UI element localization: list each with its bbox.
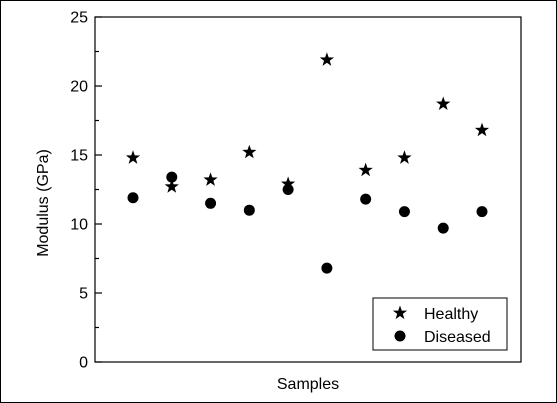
diseased-point bbox=[321, 262, 333, 274]
healthy-point bbox=[319, 52, 335, 66]
healthy-point bbox=[242, 144, 257, 159]
healthy-point bbox=[280, 176, 296, 191]
diseased-point bbox=[282, 184, 294, 195]
legend-box bbox=[372, 297, 508, 351]
diseased-legend-marker bbox=[394, 330, 406, 342]
y-axis: 0 5 10 15 20 25 bbox=[70, 10, 102, 372]
diseased-point bbox=[243, 204, 255, 216]
diseased-point bbox=[398, 206, 410, 218]
y-tick-label: 0 bbox=[79, 355, 88, 372]
diseased-point bbox=[127, 192, 139, 204]
diseased-point bbox=[360, 193, 372, 205]
diseased-point bbox=[205, 197, 217, 209]
healthy-point bbox=[164, 179, 179, 193]
y-axis-label: Modulus (GPa) bbox=[35, 149, 52, 257]
healthy-point bbox=[203, 172, 218, 186]
y-tick-label: 10 bbox=[70, 217, 88, 234]
data-points bbox=[125, 52, 490, 274]
legend: Healthy Diseased bbox=[372, 297, 508, 351]
diseased-legend-label: Diseased bbox=[424, 329, 491, 346]
healthy-point bbox=[358, 162, 373, 177]
diseased-point bbox=[437, 222, 449, 234]
healthy-point bbox=[125, 150, 141, 164]
healthy-point bbox=[474, 122, 490, 137]
healthy-point bbox=[397, 150, 412, 164]
diseased-point bbox=[166, 171, 178, 183]
x-axis-label: Samples bbox=[277, 376, 339, 393]
y-tick-label: 25 bbox=[70, 10, 88, 27]
healthy-legend-label: Healthy bbox=[424, 306, 478, 323]
y-tick-label: 5 bbox=[79, 286, 88, 303]
healthy-legend-marker bbox=[392, 305, 408, 320]
diseased-point bbox=[476, 206, 488, 218]
y-tick-label: 20 bbox=[70, 79, 88, 96]
y-tick-label: 15 bbox=[70, 148, 88, 165]
healthy-point bbox=[436, 96, 451, 111]
